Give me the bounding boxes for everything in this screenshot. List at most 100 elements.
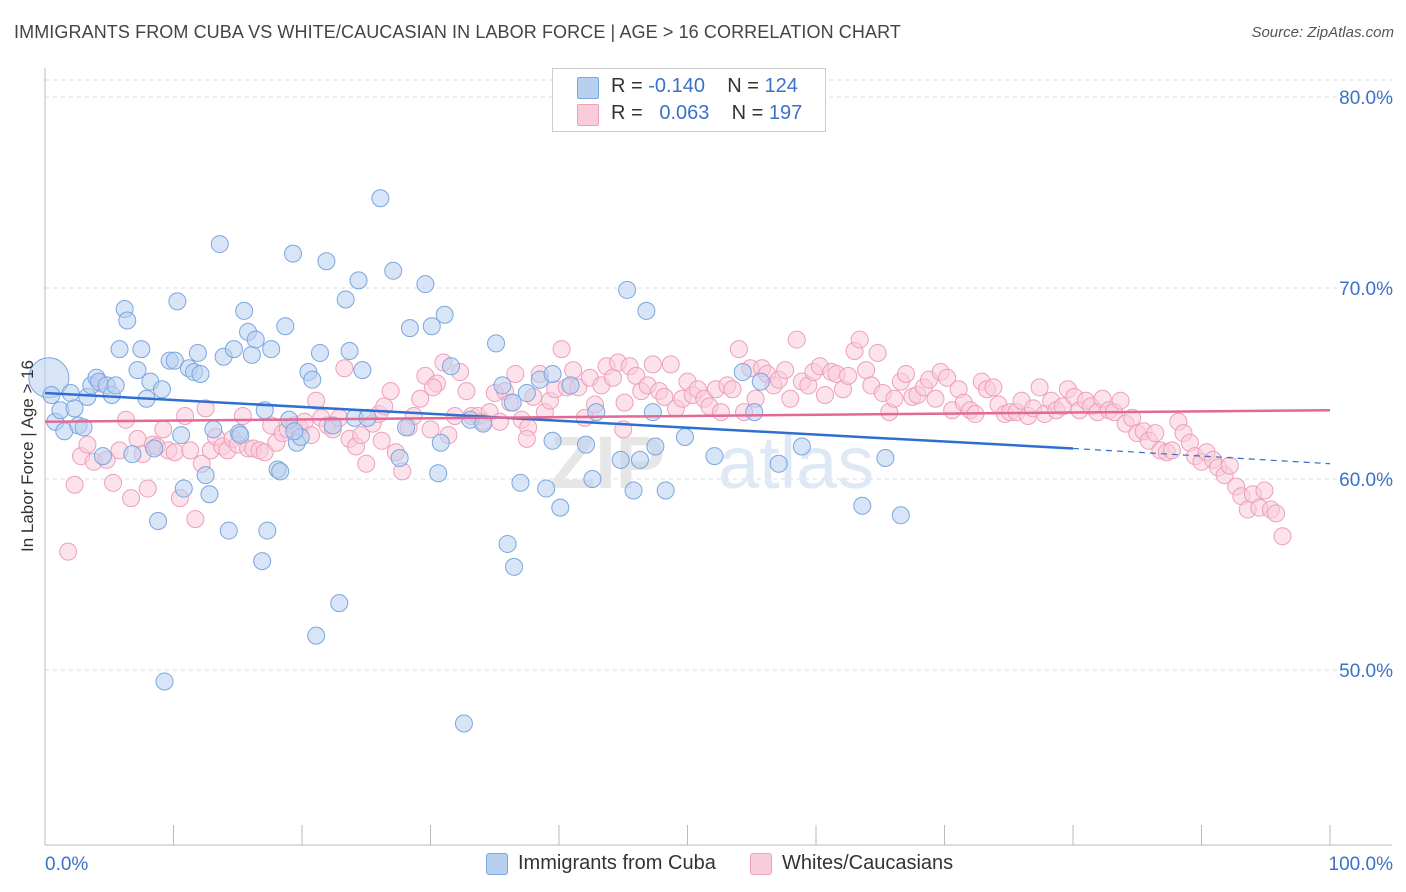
data-point-cuba (416, 275, 435, 294)
data-point-whites (655, 387, 674, 406)
data-point-cuba (745, 403, 764, 422)
data-point-whites (335, 359, 354, 378)
data-point-cuba (400, 319, 419, 338)
data-point-whites (564, 361, 583, 380)
data-point-cuba (353, 361, 372, 380)
data-point-cuba (235, 301, 254, 320)
legend-r-value: -0.140 (648, 75, 705, 97)
x-tick-label: 100.0% (1329, 854, 1394, 875)
data-point-cuba (152, 380, 171, 399)
data-point-cuba (498, 534, 517, 553)
data-point-whites (1162, 441, 1181, 460)
data-point-whites (643, 355, 662, 374)
y-tick-label: 80.0% (1339, 88, 1393, 109)
data-point-cuba (174, 479, 193, 498)
data-point-whites (603, 368, 622, 387)
data-point-whites (896, 364, 915, 383)
data-point-whites (1220, 456, 1239, 475)
data-point-whites (781, 389, 800, 408)
data-point-whites (196, 399, 215, 418)
data-point-whites (1146, 424, 1165, 443)
data-point-cuba (429, 464, 448, 483)
legend-n-label: N = (731, 102, 764, 124)
data-point-whites (233, 406, 252, 425)
data-point-whites (885, 389, 904, 408)
data-point-whites (381, 382, 400, 401)
data-point-cuba (656, 481, 675, 500)
y-axis-title: In Labor Force | Age > 16 (18, 359, 37, 553)
data-point-cuba (397, 418, 416, 437)
data-point-cuba (210, 235, 229, 254)
data-point-whites (421, 420, 440, 439)
trend-line-cuba (44, 391, 1074, 450)
data-point-whites (1267, 504, 1286, 523)
data-point-cuba (390, 448, 409, 467)
data-point-cuba (323, 416, 342, 435)
data-point-cuba (262, 340, 281, 359)
data-point-cuba (705, 447, 724, 466)
data-point-cuba (224, 340, 243, 359)
data-point-whites (661, 355, 680, 374)
data-point-whites (815, 385, 834, 404)
data-point-cuba (474, 414, 493, 433)
legend-n-value: 124 (764, 75, 798, 97)
data-point-whites (1255, 481, 1274, 500)
data-point-whites (165, 443, 184, 462)
data-point-whites (938, 368, 957, 387)
data-point-whites (186, 510, 205, 529)
data-point-cuba (336, 290, 355, 309)
data-point-whites (424, 378, 443, 397)
data-point-cuba (285, 422, 304, 441)
data-point-cuba (561, 376, 580, 395)
data-point-cuba (637, 301, 656, 320)
data-point-whites (506, 364, 525, 383)
legend-r-label: R = (611, 75, 643, 97)
data-point-whites (615, 393, 634, 412)
data-point-cuba (537, 479, 556, 498)
data-point-cuba (733, 363, 752, 382)
data-point-cuba (543, 431, 562, 450)
data-point-cuba (876, 448, 895, 467)
data-point-cuba (431, 433, 450, 452)
data-point-whites (411, 389, 430, 408)
data-point-cuba (618, 280, 637, 299)
data-point-cuba (583, 470, 602, 488)
y-tick-label: 60.0% (1339, 470, 1393, 491)
data-point-whites (857, 361, 876, 380)
data-point-cuba (253, 552, 272, 571)
data-point-cuba (493, 376, 512, 395)
data-point-cuba (769, 454, 788, 473)
data-point-whites (1273, 527, 1292, 546)
grid-lines (45, 79, 1392, 671)
data-point-cuba (576, 435, 595, 454)
data-point-whites (839, 366, 858, 385)
data-point-cuba (511, 473, 530, 492)
data-point-cuba (891, 506, 910, 525)
data-point-cuba (587, 403, 606, 422)
bottom-legend-label-cuba: Immigrants from Cuba (518, 852, 716, 874)
data-point-cuba (303, 370, 322, 389)
data-point-whites (357, 454, 376, 473)
data-point-cuba (675, 427, 694, 446)
data-point-cuba (503, 393, 522, 412)
data-point-cuba (132, 340, 151, 359)
bottom-legend-label-whites: Whites/Caucasians (782, 852, 954, 874)
data-point-cuba (853, 496, 872, 515)
data-point-cuba (276, 317, 295, 336)
data-point-whites (490, 412, 509, 431)
data-point-whites (104, 473, 123, 492)
data-point-cuba (168, 292, 187, 311)
data-point-whites (255, 443, 274, 462)
data-point-cuba (165, 351, 184, 370)
data-point-whites (128, 429, 147, 448)
data-point-cuba (454, 714, 473, 733)
data-point-whites (372, 431, 391, 450)
data-point-whites (517, 429, 536, 448)
data-point-cuba (551, 498, 570, 517)
y-tick-label: 70.0% (1339, 279, 1393, 300)
data-point-cuba (792, 437, 811, 456)
data-point-whites (1030, 378, 1049, 397)
data-point-whites (138, 479, 157, 498)
data-point-whites (59, 542, 78, 561)
